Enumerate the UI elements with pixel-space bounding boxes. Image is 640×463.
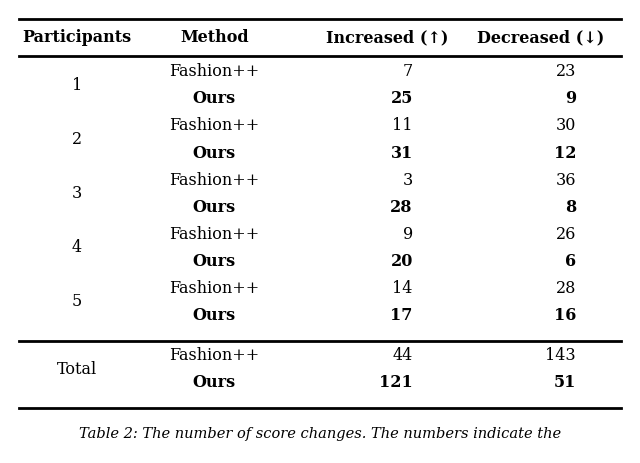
- Text: 36: 36: [556, 172, 576, 188]
- Text: 2: 2: [72, 131, 82, 148]
- Text: 44: 44: [392, 347, 413, 364]
- Text: Ours: Ours: [193, 307, 236, 324]
- Text: Fashion++: Fashion++: [169, 63, 260, 80]
- Text: Method: Method: [180, 30, 249, 46]
- Text: 9: 9: [565, 90, 576, 107]
- Text: 17: 17: [390, 307, 413, 324]
- Text: 4: 4: [72, 239, 82, 257]
- Text: 51: 51: [554, 375, 576, 392]
- Text: Ours: Ours: [193, 375, 236, 392]
- Text: Ours: Ours: [193, 90, 236, 107]
- Text: 8: 8: [564, 199, 576, 216]
- Text: 23: 23: [556, 63, 576, 80]
- Text: 20: 20: [390, 253, 413, 270]
- Text: Ours: Ours: [193, 144, 236, 162]
- Text: Decreased (↓): Decreased (↓): [477, 30, 604, 46]
- Text: 28: 28: [390, 199, 413, 216]
- Text: 16: 16: [554, 307, 576, 324]
- Text: Fashion++: Fashion++: [169, 226, 260, 243]
- Text: Participants: Participants: [22, 30, 131, 46]
- Text: 14: 14: [392, 280, 413, 297]
- Text: Ours: Ours: [193, 199, 236, 216]
- Text: Table 2: The number of score changes. The numbers indicate the: Table 2: The number of score changes. Th…: [79, 427, 561, 441]
- Text: 11: 11: [392, 118, 413, 134]
- Text: Ours: Ours: [193, 253, 236, 270]
- Text: Fashion++: Fashion++: [169, 172, 260, 188]
- Text: Fashion++: Fashion++: [169, 347, 260, 364]
- Text: Increased (↑): Increased (↑): [326, 30, 449, 46]
- Text: 7: 7: [403, 63, 413, 80]
- Text: 26: 26: [556, 226, 576, 243]
- Text: 28: 28: [556, 280, 576, 297]
- Text: 121: 121: [379, 375, 413, 392]
- Text: 3: 3: [72, 185, 82, 202]
- Text: 30: 30: [556, 118, 576, 134]
- Text: 9: 9: [403, 226, 413, 243]
- Text: 31: 31: [390, 144, 413, 162]
- Text: Fashion++: Fashion++: [169, 118, 260, 134]
- Text: 143: 143: [545, 347, 576, 364]
- Text: Total: Total: [57, 361, 97, 378]
- Text: 5: 5: [72, 294, 82, 311]
- Text: 6: 6: [565, 253, 576, 270]
- Text: 3: 3: [403, 172, 413, 188]
- Text: 12: 12: [554, 144, 576, 162]
- Text: 1: 1: [72, 77, 82, 94]
- Text: 25: 25: [390, 90, 413, 107]
- Text: Fashion++: Fashion++: [169, 280, 260, 297]
